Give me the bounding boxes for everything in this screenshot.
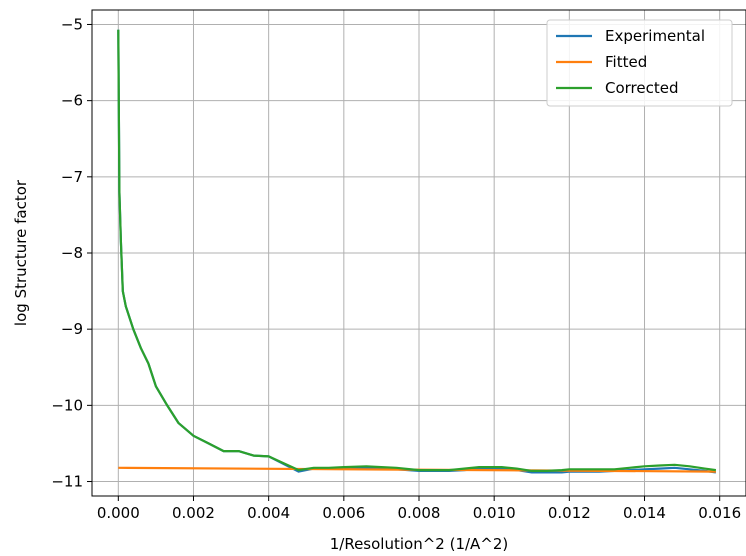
legend-label-fitted: Fitted	[605, 53, 647, 71]
y-tick-label: −9	[61, 320, 83, 338]
x-axis-label: 1/Resolution^2 (1/A^2)	[330, 535, 509, 553]
x-tick-label: 0.006	[322, 504, 365, 522]
x-tick-label: 0.008	[398, 504, 441, 522]
x-tick-label: 0.004	[247, 504, 290, 522]
y-tick-label: −10	[51, 396, 83, 414]
y-tick-label: −11	[51, 473, 83, 491]
legend-label-experimental: Experimental	[605, 27, 705, 45]
x-tick-label: 0.002	[172, 504, 215, 522]
y-tick-label: −8	[61, 244, 83, 262]
x-tick-label: 0.010	[473, 504, 516, 522]
y-tick-label: −5	[61, 15, 83, 33]
y-axis-label: log Structure factor	[12, 179, 30, 326]
series-line-corrected	[117, 29, 717, 472]
x-tick-label: 0.000	[97, 504, 140, 522]
grid	[92, 10, 746, 496]
x-tick-label: 0.016	[698, 504, 741, 522]
y-tick-label: −6	[61, 92, 83, 110]
y-tick-label: −7	[61, 168, 83, 186]
legend-label-corrected: Corrected	[605, 79, 679, 97]
x-tick-label: 0.014	[623, 504, 666, 522]
series-lines	[117, 29, 717, 474]
legend: Experimental Fitted Corrected	[546, 19, 733, 107]
x-tick-label: 0.012	[548, 504, 591, 522]
legend-box	[546, 19, 733, 107]
axis-ticks: 0.000 0.002 0.004 0.006 0.008 0.010 0.012 0.014…	[51, 15, 741, 522]
